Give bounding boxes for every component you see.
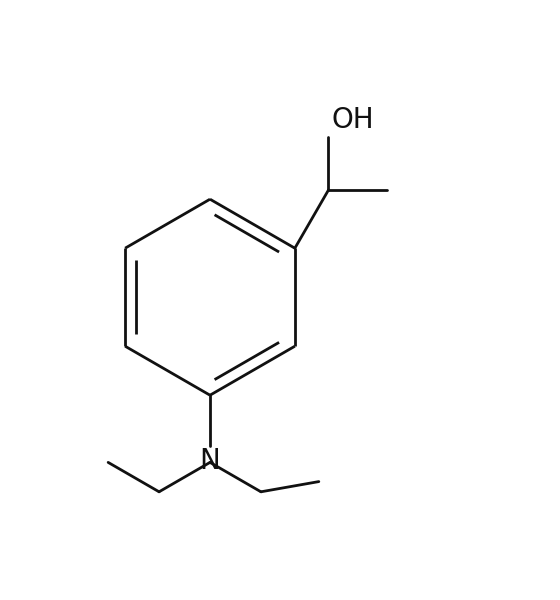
Text: N: N [199,447,221,475]
Text: OH: OH [332,106,374,134]
